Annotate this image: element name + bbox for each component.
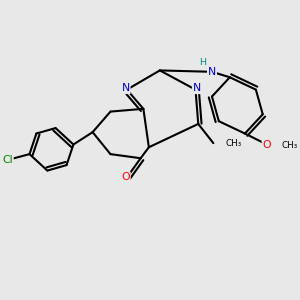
Text: N: N xyxy=(193,83,201,93)
Text: N: N xyxy=(208,67,216,77)
Text: N: N xyxy=(122,83,130,93)
Text: CH₃: CH₃ xyxy=(282,141,298,150)
Text: O: O xyxy=(262,140,271,149)
Text: H: H xyxy=(199,58,206,67)
Text: CH₃: CH₃ xyxy=(226,139,242,148)
Text: O: O xyxy=(121,172,130,182)
Text: Cl: Cl xyxy=(2,154,13,165)
